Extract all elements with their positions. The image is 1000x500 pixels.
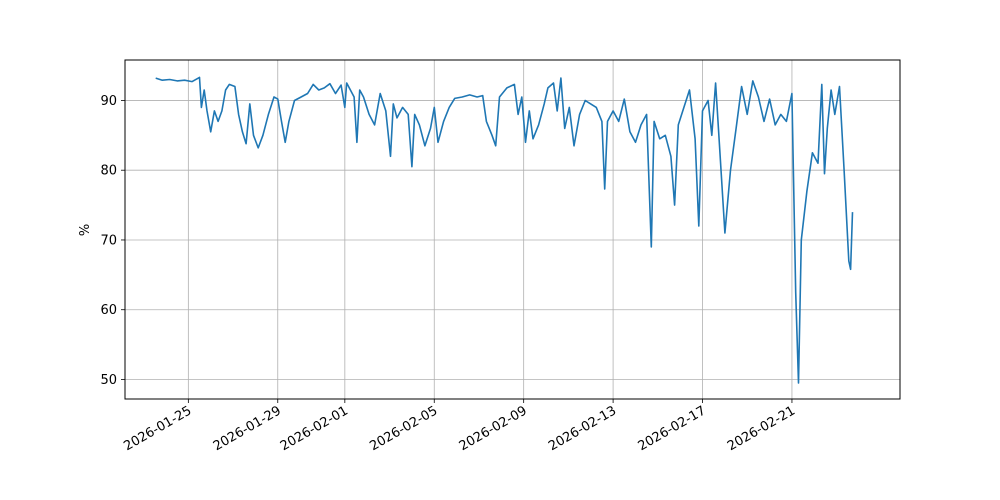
y-axis-label: % (78, 224, 93, 236)
y-tick-label: 90 (100, 94, 117, 109)
y-tick-label: 70 (100, 233, 117, 248)
series-group (155, 76, 854, 384)
plot-frame (124, 59, 901, 400)
series-line (155, 76, 854, 384)
y-tick-label: 60 (100, 303, 117, 318)
y-tick-label: 50 (100, 373, 117, 388)
y-tick-label: 80 (100, 164, 117, 179)
y-axis-ticks: 50 60 70 80 90 (100, 94, 125, 388)
